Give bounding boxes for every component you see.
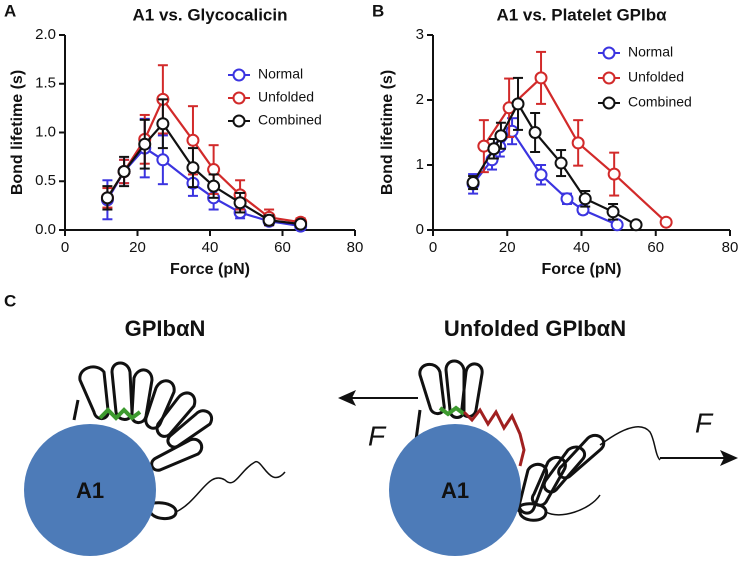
y-tick-label: 1 <box>416 156 424 173</box>
protein-left <box>72 361 286 520</box>
y-axis-title: Bond lifetime (s) <box>9 70 26 195</box>
data-point <box>466 176 480 190</box>
data-point <box>294 217 308 231</box>
diagram: C GPIbαN Unfolded GPIbαN A1 <box>4 291 738 556</box>
y-tick-label: 2.0 <box>35 26 56 43</box>
data-point <box>100 191 114 205</box>
legend-marker <box>602 96 616 110</box>
domain-label: A1 <box>441 478 469 503</box>
data-point <box>487 142 501 156</box>
data-point <box>534 71 548 85</box>
x-tick-label: 20 <box>499 239 516 256</box>
x-tick-label: 80 <box>347 239 364 256</box>
data-point <box>571 136 585 150</box>
y-tick-label: 3 <box>416 26 424 43</box>
chart: B A1 vs. Platelet GPIbα 0 20 40 60 80 0 1 2 3 Force… <box>372 1 738 278</box>
linker <box>438 405 466 417</box>
chart-title: A1 vs. Platelet GPIbα <box>496 5 667 24</box>
series-line <box>482 76 667 224</box>
data-point <box>511 97 525 111</box>
panel-label: B <box>372 1 384 20</box>
domain-label: A1 <box>76 478 104 503</box>
legend-label: Unfolded <box>628 69 684 85</box>
legend-label: Combined <box>628 94 692 110</box>
a1-domain <box>24 424 156 556</box>
legend-label: Unfolded <box>258 89 314 105</box>
data-point <box>560 192 574 206</box>
diagram-title: GPIbαN <box>125 316 206 341</box>
a1-domain <box>389 424 521 556</box>
legend-label: Normal <box>258 66 303 82</box>
data-point <box>629 218 643 232</box>
data-point <box>117 165 131 178</box>
force-label: F <box>368 420 387 451</box>
y-tick-label: 1.5 <box>35 75 56 92</box>
x-axis-title: Force (pN) <box>542 261 622 278</box>
protein-right <box>414 359 661 522</box>
legend-marker <box>602 46 616 60</box>
y-axis-title: Bond lifetime (s) <box>379 70 396 195</box>
x-tick-label: 40 <box>573 239 590 256</box>
data-point <box>554 156 568 170</box>
y-tick-label: 2 <box>416 91 424 108</box>
data-point <box>138 137 152 151</box>
x-tick-label: 0 <box>61 239 69 256</box>
x-tick-label: 20 <box>129 239 146 256</box>
data-point <box>156 117 170 131</box>
diagram-title: Unfolded GPIbαN <box>444 316 626 341</box>
y-tick-label: 0.0 <box>35 221 56 238</box>
y-tick-label: 1.0 <box>35 123 56 140</box>
x-tick-label: 60 <box>647 239 664 256</box>
legend-label: Normal <box>628 44 673 60</box>
y-tick-label: 0.5 <box>35 172 56 189</box>
data-point <box>207 163 221 177</box>
data-point <box>606 205 620 219</box>
chart: A A1 vs. Glycocalicin 0 20 40 60 80 0.0 0.5 1.0 1.… <box>4 1 363 278</box>
legend-marker <box>602 71 616 85</box>
data-point <box>156 153 170 167</box>
data-point <box>607 167 621 181</box>
x-tick-label: 60 <box>274 239 291 256</box>
data-point <box>186 161 200 175</box>
legend-marker <box>232 114 246 128</box>
data-point <box>578 192 592 206</box>
y-tick-label: 0 <box>416 221 424 238</box>
data-point <box>659 215 673 229</box>
data-point <box>528 126 542 139</box>
unfolded-linker <box>462 407 526 467</box>
x-axis-title: Force (pN) <box>170 261 250 278</box>
panel-label: A <box>4 1 16 20</box>
data-point <box>262 213 276 227</box>
panel-label: C <box>4 291 16 310</box>
legend-marker <box>232 91 246 105</box>
linker <box>98 407 142 421</box>
data-point <box>534 168 548 182</box>
legend-marker <box>232 68 246 82</box>
x-tick-label: 0 <box>429 239 437 256</box>
legend-label: Combined <box>258 112 322 128</box>
chart-title: A1 vs. Glycocalicin <box>133 5 288 24</box>
arrow-head <box>338 390 356 406</box>
data-point <box>207 179 221 193</box>
force-label: F <box>695 407 714 438</box>
data-point <box>494 129 508 143</box>
data-point <box>233 196 247 210</box>
data-point <box>610 218 624 232</box>
data-point <box>186 133 200 147</box>
x-tick-label: 40 <box>202 239 219 256</box>
x-tick-label: 80 <box>722 239 739 256</box>
arrow-head <box>720 450 738 466</box>
